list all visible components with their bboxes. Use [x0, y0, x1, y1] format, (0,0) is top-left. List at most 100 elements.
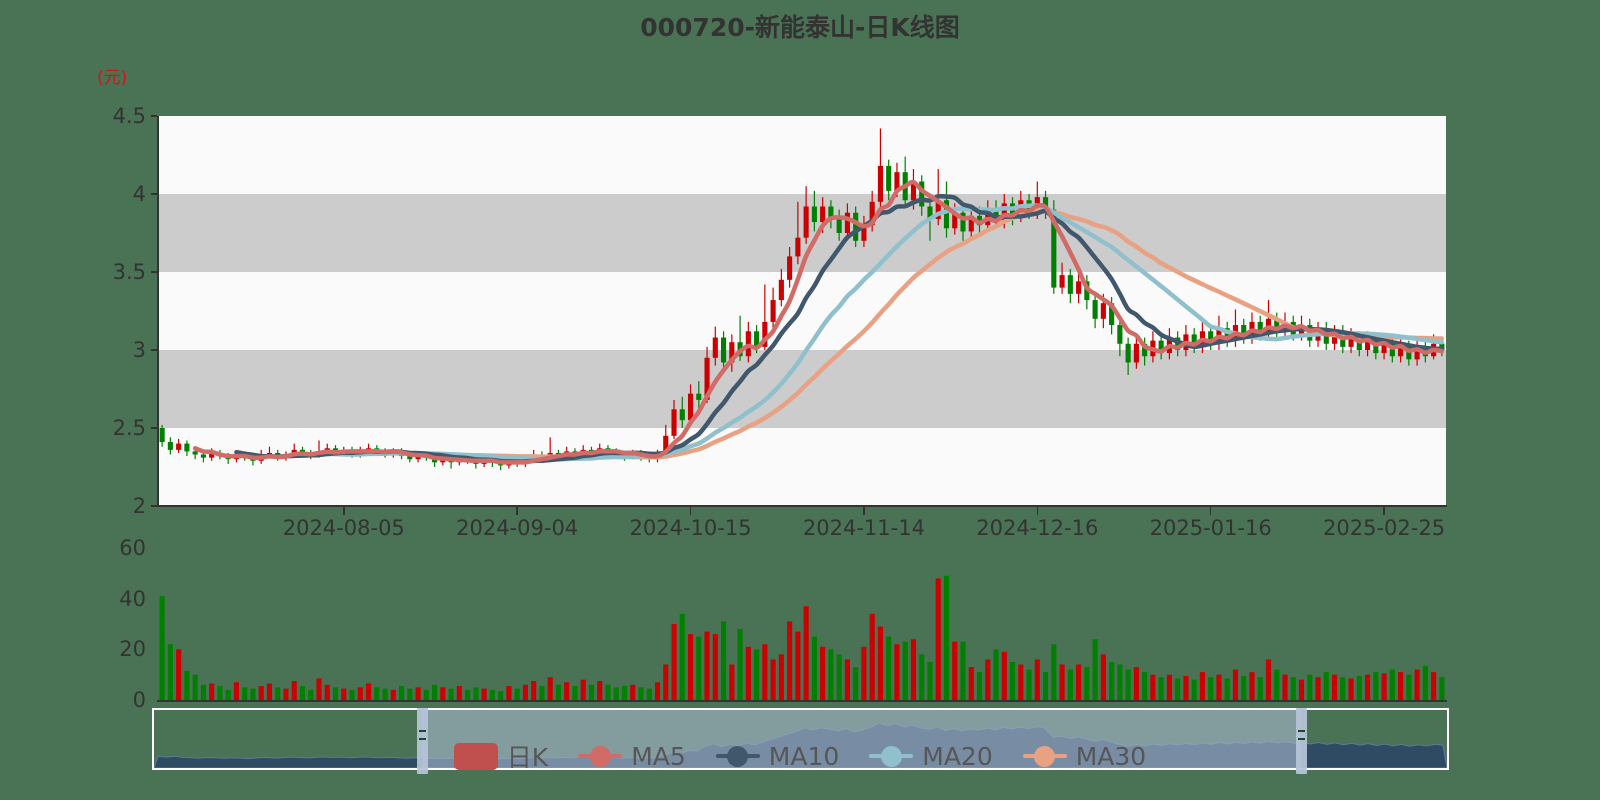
volume-bar [1381, 673, 1387, 700]
volume-bar [588, 684, 595, 700]
volume-bar [985, 659, 991, 700]
volume-bar [357, 687, 363, 700]
candle-body [877, 165, 883, 202]
volume-bar [1043, 672, 1049, 700]
candle-body [200, 454, 206, 458]
volume-bar [167, 644, 173, 700]
volume-bar [844, 659, 850, 700]
volume-bar [621, 686, 628, 700]
volume-bar [976, 672, 983, 700]
volume-bar [803, 606, 809, 700]
candle-body [1067, 275, 1073, 294]
candle-body [696, 393, 702, 400]
volume-bar [341, 688, 347, 700]
volume-bar [1249, 672, 1255, 700]
volume-bar [184, 670, 190, 700]
candle-body [828, 206, 834, 219]
datazoom-area-svg [154, 722, 1447, 768]
volume-bar [1158, 677, 1164, 700]
volume-bar [440, 687, 446, 700]
volume-bar [1389, 669, 1395, 700]
datazoom-handle-left[interactable] [416, 708, 428, 774]
candlestick-series [159, 128, 1445, 471]
volume-bar [1109, 662, 1115, 700]
volume-bar [919, 654, 925, 700]
ma5-line [192, 179, 1445, 465]
volume-bar [1439, 677, 1445, 700]
volume-bar [1117, 664, 1123, 700]
candle-body [952, 212, 958, 229]
price-candlestick-svg [159, 128, 1445, 471]
candle-body [770, 300, 776, 322]
candle-body [721, 337, 727, 363]
price-y-tick-label: 4 [132, 182, 146, 206]
volume-bar [1067, 669, 1073, 700]
volume-bar [1150, 674, 1156, 700]
volume-bar [399, 686, 405, 700]
volume-bar [721, 621, 727, 700]
volume-bar [729, 664, 735, 700]
volume-bar [498, 691, 504, 700]
volume-bar [233, 682, 239, 700]
candle-body [754, 331, 760, 347]
volume-bar [869, 613, 875, 700]
volume-bar [886, 636, 892, 700]
volume-bar [1315, 677, 1321, 700]
candle-body [894, 172, 900, 191]
volume-bar [539, 686, 545, 700]
candle-body [1059, 275, 1065, 288]
candle-body [762, 321, 768, 347]
candle-body [184, 443, 190, 452]
datazoom-slider[interactable] [152, 708, 1449, 774]
volume-bar [1257, 677, 1263, 700]
volume-bar [679, 613, 685, 700]
volume-bar [1241, 675, 1247, 700]
candle-body [910, 181, 917, 201]
volume-bar [1018, 664, 1024, 700]
volume-bar [712, 634, 718, 700]
volume-bar [1208, 677, 1214, 700]
page-title: 000720-新能泰山-日K线图 [640, 13, 960, 42]
volume-bar [324, 684, 330, 700]
volume-bar [514, 688, 520, 700]
volume-bar [1026, 669, 1032, 700]
candle-body [1414, 346, 1420, 360]
volume-bar [1076, 664, 1082, 700]
volume-bar [580, 679, 586, 700]
volume-bar [638, 687, 644, 700]
candle-body [1365, 337, 1371, 350]
candle-body [836, 218, 842, 233]
volume-bar [564, 682, 570, 700]
volume-bar [605, 684, 611, 700]
volume-bar [1125, 669, 1131, 700]
price-y-tick-label: 2 [132, 494, 146, 518]
candle-body [1142, 343, 1148, 357]
volume-y-tick-label: 60 [119, 536, 146, 560]
volume-bar [456, 686, 462, 700]
volume-bar [910, 639, 917, 700]
volume-bar [687, 634, 694, 700]
candle-body [176, 443, 182, 450]
datazoom-handle-right[interactable] [1295, 708, 1307, 774]
volume-bar [1009, 662, 1016, 700]
candle-body [787, 256, 793, 280]
volume-bar [506, 686, 512, 700]
candle-body [935, 200, 941, 219]
candle-body [663, 435, 669, 455]
x-tick-label: 2024-10-15 [629, 516, 752, 540]
candle-body [869, 201, 875, 226]
volume-bar [365, 683, 372, 700]
candle-body [407, 456, 413, 460]
volume-bar [795, 631, 801, 700]
volume-x-axis-line [157, 700, 1447, 702]
volume-bar [1422, 665, 1428, 700]
candle-body [861, 225, 867, 241]
volume-bar [1307, 674, 1313, 700]
candle-body [943, 200, 950, 229]
volume-bar [1298, 679, 1305, 700]
volume-bar [1175, 678, 1181, 700]
candle-body [811, 206, 817, 223]
volume-bar [266, 683, 273, 700]
volume-bar [1406, 674, 1412, 700]
candle-body [1381, 340, 1387, 354]
